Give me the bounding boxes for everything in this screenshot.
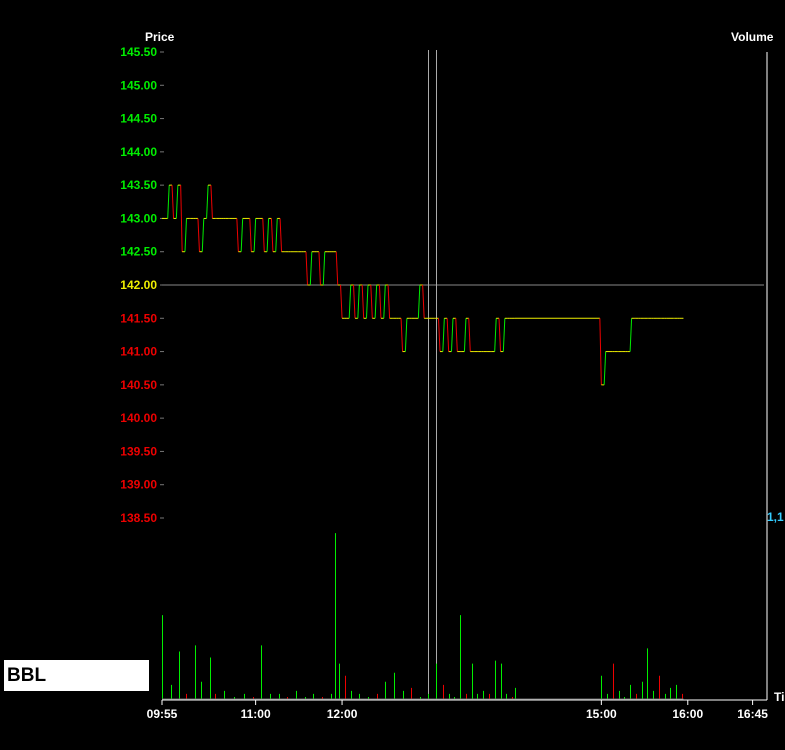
price-segment xyxy=(387,284,391,319)
time-axis: 09:55 11:00 12:00 15:00 16:00 16:45 Ti xyxy=(147,690,785,721)
price-segment xyxy=(603,351,607,385)
price-segment xyxy=(357,284,360,319)
price-segment xyxy=(502,318,506,352)
price-segment xyxy=(629,318,633,352)
price-segment xyxy=(318,251,321,286)
price-segment xyxy=(494,318,497,352)
price-segment xyxy=(404,318,408,352)
price-tick-label: 138.50 xyxy=(120,511,157,525)
price-tick-label: 143.00 xyxy=(120,211,157,225)
price-segment xyxy=(270,218,274,252)
time-tick-label: 16:45 xyxy=(737,707,768,721)
price-segment xyxy=(171,185,175,219)
price-segment xyxy=(184,218,187,252)
price-segment xyxy=(463,318,467,352)
price-tick-label: 145.50 xyxy=(120,45,157,59)
price-tick-label: 143.50 xyxy=(120,178,157,192)
price-segment xyxy=(335,251,339,286)
price-segment xyxy=(167,185,170,219)
price-tick-label: 139.00 xyxy=(120,478,157,492)
price-segment xyxy=(361,284,365,319)
price-segment xyxy=(340,284,343,319)
price-segment xyxy=(210,185,213,219)
price-segment xyxy=(180,185,183,252)
price-line xyxy=(162,184,684,386)
price-tick-label: 141.50 xyxy=(120,311,157,325)
price-segment xyxy=(417,284,421,319)
time-tick-label: 15:00 xyxy=(586,707,617,721)
price-tick-label: 144.50 xyxy=(120,112,157,126)
price-segment xyxy=(275,218,278,252)
price-tick-label: 142.00 xyxy=(120,278,157,292)
price-segment xyxy=(240,218,244,252)
time-tick-label: 11:00 xyxy=(241,707,271,721)
price-segment xyxy=(599,318,602,385)
price-tick-label: 139.50 xyxy=(120,444,157,458)
price-segment xyxy=(236,218,239,252)
price-segment xyxy=(498,318,502,352)
price-segment xyxy=(175,185,179,219)
price-segment xyxy=(378,284,382,319)
price-tick-label: 144.00 xyxy=(120,145,157,159)
symbol-label: BBL xyxy=(7,665,47,686)
symbol-box: BBL xyxy=(4,660,149,691)
price-tick-label: 142.50 xyxy=(120,245,157,259)
price-segment xyxy=(400,318,404,352)
price-segment xyxy=(201,218,205,252)
time-tick-label: 16:00 xyxy=(672,707,703,721)
price-segment xyxy=(322,251,326,286)
price-segment xyxy=(305,251,308,286)
price-segment xyxy=(374,284,378,319)
time-tick-label: 12:00 xyxy=(327,707,358,721)
price-axis-title: Price xyxy=(145,30,175,44)
price-segment xyxy=(383,284,386,319)
volume-tick-label: 1,1 xyxy=(767,510,784,524)
price-segment xyxy=(438,318,441,352)
time-axis-title: Ti xyxy=(774,690,784,704)
price-segment xyxy=(450,318,454,352)
price-segment xyxy=(455,318,458,352)
price-segment xyxy=(197,218,200,252)
price-segment xyxy=(266,218,270,252)
price-segment xyxy=(446,318,450,352)
time-tick-label: 09:55 xyxy=(147,707,178,721)
price-tick-label: 141.00 xyxy=(120,345,157,359)
price-tick-label: 140.50 xyxy=(120,378,157,392)
price-segment xyxy=(309,251,313,286)
price-segment xyxy=(206,185,209,219)
price-segment xyxy=(249,218,252,252)
price-segment xyxy=(370,284,373,319)
price-segment xyxy=(442,318,445,352)
price-segment xyxy=(468,318,471,352)
price-segment xyxy=(279,218,283,252)
price-segment xyxy=(348,284,352,319)
volume-axis: Volume 1,1 xyxy=(731,30,784,700)
price-tick-label: 140.00 xyxy=(120,411,157,425)
price-segment xyxy=(262,218,265,252)
price-axis: Price 145.50 145.00 144.50 144.00 143.50 143.… xyxy=(120,30,174,525)
price-segment xyxy=(353,284,356,319)
price-segment xyxy=(365,284,369,319)
volume-axis-title: Volume xyxy=(731,30,774,44)
volume-bars xyxy=(162,533,684,700)
price-tick-label: 145.00 xyxy=(120,78,157,92)
price-segment xyxy=(253,218,257,252)
price-segment xyxy=(422,284,425,319)
